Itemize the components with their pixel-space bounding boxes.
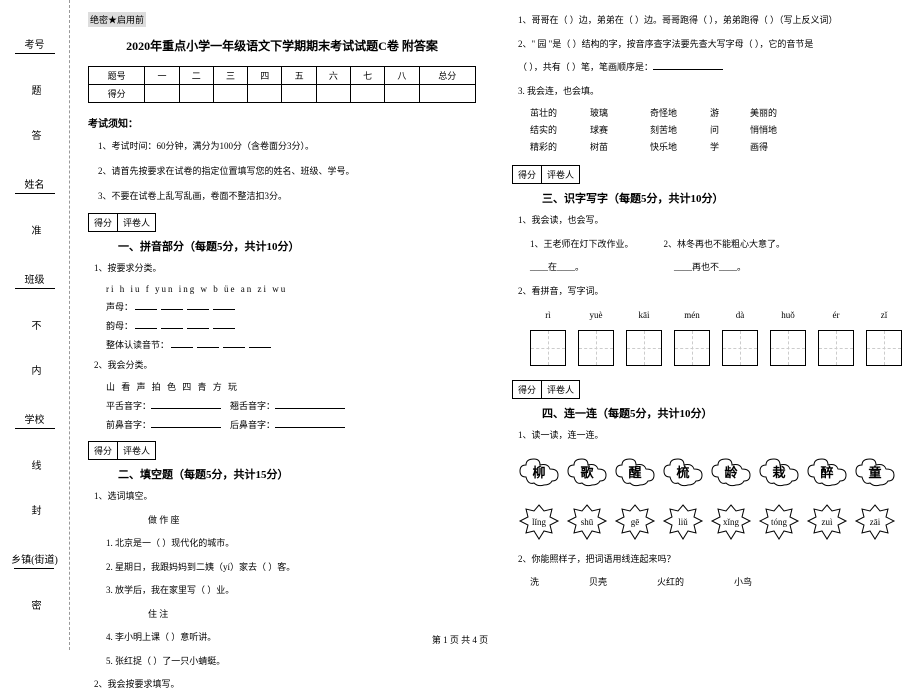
q2-2: 2、我会按要求填写。 xyxy=(94,678,476,692)
q2-1-item: 3. 放学后，我在家里写（ ）业。 xyxy=(94,584,476,598)
r-line: 2、" 园 "是（ ）结构的字，按音序查字法要先查大写字母（ ），它的音节是 xyxy=(518,38,902,52)
q1-2-chars: 山 看 声 拍 色 四 青 方 玩 xyxy=(106,380,476,393)
q4-2-row: 洗贝壳 火红的小鸟 xyxy=(530,576,902,590)
cloud-item: 醉 xyxy=(806,457,848,487)
q1-1-line: 整体认读音节： xyxy=(106,338,476,351)
q1-2-line: 前鼻音字： 后鼻音字： xyxy=(106,418,476,431)
section-title-4: 四、连一连（每题5分，共计10分） xyxy=(542,405,902,421)
q3-2: 2、看拼音，写字词。 xyxy=(518,285,902,299)
cloud-item: 童 xyxy=(854,457,896,487)
gutter-label: 乡镇(街道) xyxy=(11,551,58,569)
cloud-item: 龄 xyxy=(710,457,752,487)
q1-1-line: 韵母： xyxy=(106,319,476,332)
q3-1-row: 1、王老师在灯下改作业。2、林冬再也不能粗心大意了。 xyxy=(530,238,902,252)
tianzige-cell xyxy=(818,330,854,366)
gutter-mark: 答 xyxy=(27,130,42,144)
tianzige-cell xyxy=(530,330,566,366)
leaf-item: gē xyxy=(614,503,656,541)
section-title-3: 三、识字写字（每题5分，共计10分） xyxy=(542,190,902,206)
tianzige-cell xyxy=(722,330,758,366)
tianzige-cell xyxy=(626,330,662,366)
q2-1-item: 5. 张红捉（ ）了一只小蜻蜓。 xyxy=(94,655,476,669)
cloud-item: 柳 xyxy=(518,457,560,487)
tianzige-cell xyxy=(866,330,902,366)
q2-1: 1、选词填空。 xyxy=(94,490,476,504)
notice-line: 1、考试时间：60分钟，满分为100分（含卷面分3分）。 xyxy=(98,139,476,152)
q4-1: 1、读一读，连一连。 xyxy=(518,429,902,443)
page-footer: 第 1 页 共 4 页 xyxy=(0,633,920,646)
gutter-mark: 准 xyxy=(27,225,42,239)
r-line: （ ），共有（ ）笔，笔画顺序是： xyxy=(518,61,902,75)
secret-tag: 绝密★启用前 xyxy=(88,12,146,27)
gutter-mark: 密 xyxy=(27,600,42,614)
q2-1-item: 1. 北京是一（ ）现代化的城市。 xyxy=(94,537,476,551)
cloud-item: 醒 xyxy=(614,457,656,487)
gutter-label: 姓名 xyxy=(15,176,55,194)
section-title-1: 一、拼音部分（每题5分，共计10分） xyxy=(118,238,476,254)
q4-2: 2、你能照样子，把词语用线连起来吗？ xyxy=(518,553,902,567)
cloud-item: 梳 xyxy=(662,457,704,487)
q1-1-letters: ri h iu f yun ing w b üe an zi wu xyxy=(106,284,476,294)
grade-box: 得分评卷人 xyxy=(512,380,580,399)
paper-title: 2020年重点小学一年级语文下学期期末考试试题C卷 附答案 xyxy=(88,37,476,54)
cloud-item: 栽 xyxy=(758,457,800,487)
exam-page: 考号 题 答 姓名 准 班级 不 内 学校 线 封 乡镇(街道) 密 绝密★启用… xyxy=(0,0,920,650)
gutter-mark: 不 xyxy=(27,320,42,334)
leaf-item: lǐng xyxy=(518,503,560,541)
section-title-2: 二、填空题（每题5分，共计15分） xyxy=(118,466,476,482)
cloud-item: 歌 xyxy=(566,457,608,487)
gutter-mark: 封 xyxy=(27,505,42,519)
leaf-item: zuì xyxy=(806,503,848,541)
tianzige-cell xyxy=(578,330,614,366)
pinyin-row: rìyuè kāimén dàhuǒ érzǐ xyxy=(530,310,902,320)
q1-1: 1、按要求分类。 xyxy=(94,262,476,276)
gutter-label: 学校 xyxy=(15,411,55,429)
leaf-item: liǔ xyxy=(662,503,704,541)
leaf-row: lǐngshūgēliǔxǐngtóngzuìzāi xyxy=(518,503,896,541)
tianzige-cell xyxy=(770,330,806,366)
q2-1-item: 2. 星期日，我跟妈妈到二姨（yí）家去（ ）客。 xyxy=(94,561,476,575)
leaf-item: shū xyxy=(566,503,608,541)
tianzige-cell xyxy=(674,330,710,366)
notice-line: 3、不要在试卷上乱写乱画，卷面不整洁扣3分。 xyxy=(98,189,476,202)
gutter-label: 考号 xyxy=(15,36,55,54)
grade-box: 得分评卷人 xyxy=(512,165,580,184)
connect-grid: 茁壮的玻璃奇怪地游美丽的 结实的球赛刻苦地问悄悄地 精彩的树苗快乐地学画得 xyxy=(530,106,902,153)
q1-1-line: 声母： xyxy=(106,300,476,313)
grade-box: 得分评卷人 xyxy=(88,213,156,232)
q1-2-line: 平舌音字： 翘舌音字： xyxy=(106,399,476,412)
score-table: 题号一二 三四五 六七八 总分 得分 xyxy=(88,66,476,103)
gutter-mark: 内 xyxy=(27,365,42,379)
gutter-mark: 线 xyxy=(27,460,42,474)
q3-1-row: ____在____。____再也不____。 xyxy=(530,261,902,275)
left-column: 绝密★启用前 2020年重点小学一年级语文下学期期末考试试题C卷 附答案 题号一… xyxy=(70,0,494,650)
notice-line: 2、请首先按要求在试卷的指定位置填写您的姓名、班级、学号。 xyxy=(98,164,476,177)
cloud-row: 柳歌醒梳龄栽醉童 xyxy=(518,457,896,487)
r-line: 3. 我会连，也会填。 xyxy=(518,85,902,99)
gutter-label: 班级 xyxy=(15,271,55,289)
leaf-item: zāi xyxy=(854,503,896,541)
notice-heading: 考试须知： xyxy=(88,115,476,130)
q3-1: 1、我会读，也会写。 xyxy=(518,214,902,228)
leaf-item: tóng xyxy=(758,503,800,541)
leaf-item: xǐng xyxy=(710,503,752,541)
grade-box: 得分评卷人 xyxy=(88,441,156,460)
right-column: 1、哥哥在（ ）边，弟弟在（ ）边。哥哥跑得（ ），弟弟跑得（ ）（写上反义词）… xyxy=(494,0,920,650)
gutter-mark: 题 xyxy=(27,85,42,99)
q2-1-words2: 住 注 xyxy=(148,608,476,622)
tianzige-row xyxy=(530,330,902,366)
q1-2: 2、我会分类。 xyxy=(94,359,476,373)
binding-gutter: 考号 题 答 姓名 准 班级 不 内 学校 线 封 乡镇(街道) 密 xyxy=(0,0,70,650)
r-line: 1、哥哥在（ ）边，弟弟在（ ）边。哥哥跑得（ ），弟弟跑得（ ）（写上反义词） xyxy=(518,14,902,28)
q2-1-words: 做 作 座 xyxy=(148,514,476,528)
